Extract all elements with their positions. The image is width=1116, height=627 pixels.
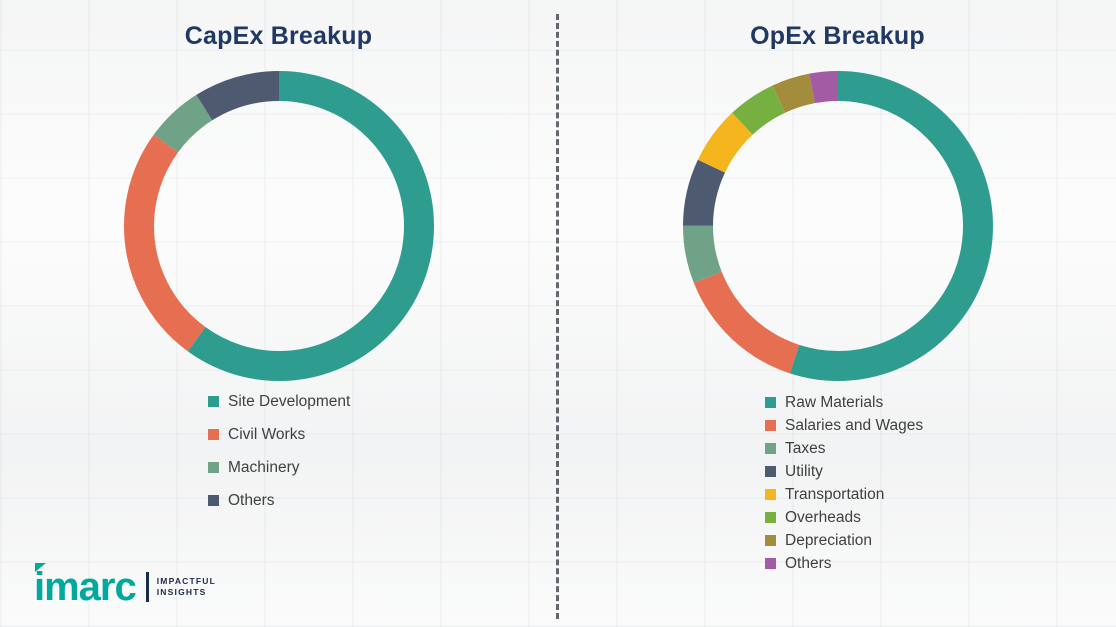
legend-label: Others (228, 492, 275, 509)
legend-item: Transportation (765, 485, 923, 504)
legend-color-swatch (765, 558, 776, 569)
legend-item: Civil Works (208, 425, 350, 444)
legend-label: Transportation (785, 486, 885, 503)
imarc-logo-text: imarc (34, 563, 137, 609)
legend-label: Utility (785, 463, 823, 480)
legend-item: Utility (765, 462, 923, 481)
legend-item: Others (765, 554, 923, 573)
legend-label: Machinery (228, 459, 300, 476)
legend-label: Salaries and Wages (785, 417, 924, 434)
legend-color-swatch (765, 512, 776, 523)
opex-legend: Raw Materials Salaries and Wages Taxes Util… (765, 393, 923, 577)
imarc-tagline: IMPACTFUL INSIGHTS (157, 576, 216, 598)
legend-color-swatch (208, 429, 219, 440)
legend-color-swatch (765, 535, 776, 546)
legend-color-swatch (208, 495, 219, 506)
legend-label: Taxes (785, 440, 826, 457)
legend-item: Others (208, 491, 350, 510)
capex-donut-svg (123, 71, 434, 381)
legend-color-swatch (765, 397, 776, 408)
legend-color-swatch (765, 489, 776, 500)
legend-color-swatch (765, 420, 776, 431)
capex-chart-title: CapEx Breakup (184, 22, 373, 50)
opex-chart-title: OpEx Breakup (750, 22, 925, 50)
legend-color-swatch (765, 466, 776, 477)
donut-segment-others (123, 71, 434, 381)
opex-panel: OpEx Breakup Raw Materials Salaries and W… (559, 0, 1116, 627)
legend-label: Overheads (785, 509, 861, 526)
donut-segment-civil-works (123, 71, 434, 381)
legend-item: Depreciation (765, 531, 923, 550)
imarc-logo: imarc IMPACTFUL INSIGHTS (34, 563, 216, 609)
donut-segment-others (682, 71, 993, 381)
tagline-line-1: IMPACTFUL (156, 576, 217, 586)
legend-color-swatch (208, 396, 219, 407)
legend-label: Site Development (228, 393, 351, 410)
capex-donut-chart (123, 70, 435, 387)
logo-flag-icon (35, 563, 46, 572)
legend-item: Salaries and Wages (765, 416, 923, 435)
legend-label: Raw Materials (785, 394, 884, 411)
legend-item: Raw Materials (765, 393, 923, 412)
logo-divider (145, 572, 149, 602)
legend-item: Overheads (765, 508, 923, 527)
legend-item: Site Development (208, 392, 350, 411)
tagline-line-2: INSIGHTS (156, 587, 207, 597)
legend-color-swatch (765, 443, 776, 454)
opex-donut-chart (682, 70, 994, 387)
legend-color-swatch (208, 462, 219, 473)
legend-label: Civil Works (228, 426, 306, 443)
legend-label: Others (785, 555, 832, 572)
divider-line (556, 14, 559, 619)
capex-legend: Site Development Civil Works Machinery Othe… (208, 392, 350, 524)
legend-item: Taxes (765, 439, 923, 458)
donut-segment-taxes (682, 71, 993, 381)
opex-donut-svg (682, 71, 993, 381)
capex-panel: CapEx Breakup Site Development Civil Work… (0, 0, 557, 627)
legend-item: Machinery (208, 458, 350, 477)
legend-label: Depreciation (785, 532, 873, 549)
